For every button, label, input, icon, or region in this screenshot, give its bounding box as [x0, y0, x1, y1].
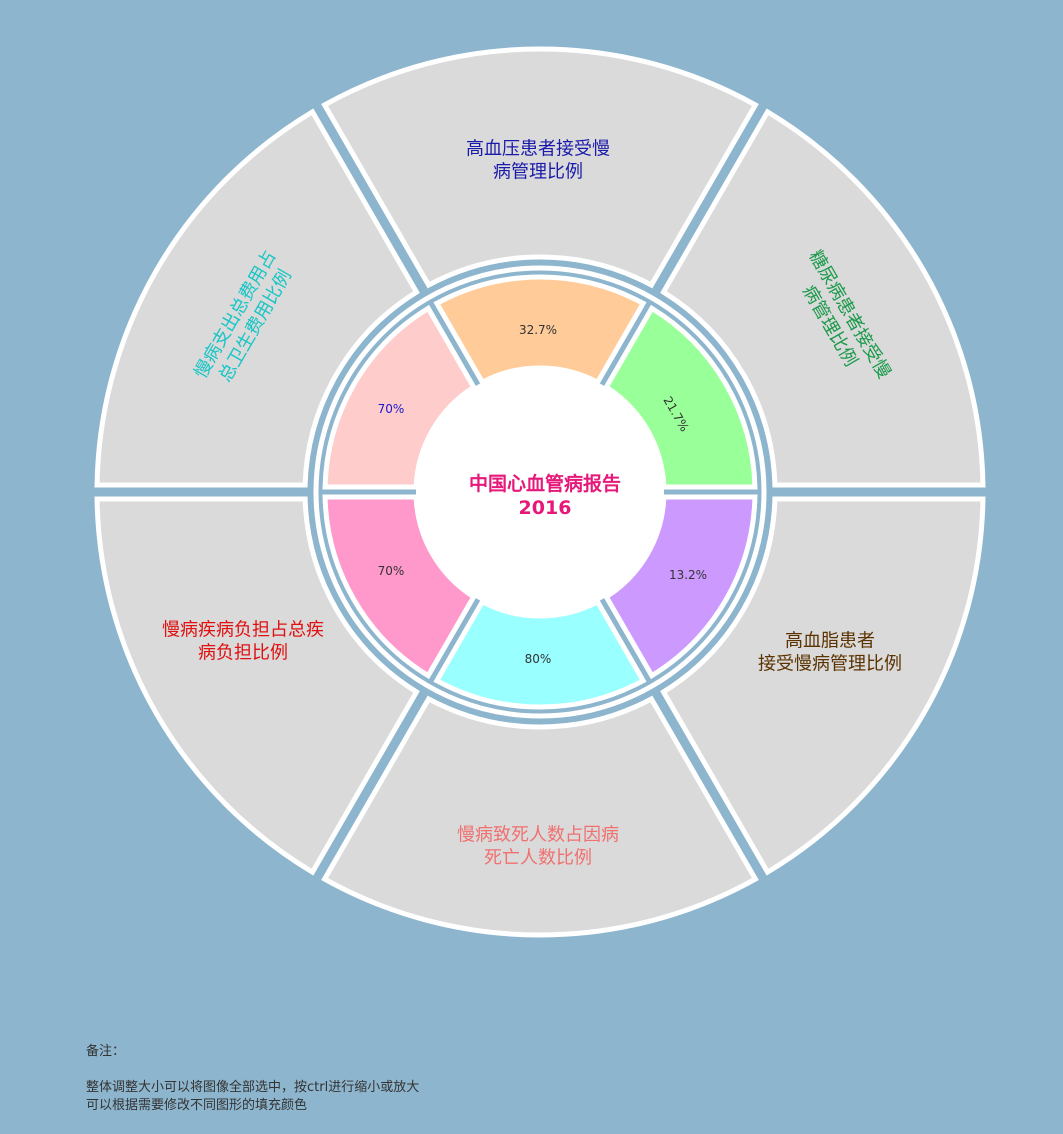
segment-label-death: 慢病致死人数占因病死亡人数比例 [457, 825, 619, 869]
segment-value-expenditure: 70% [378, 402, 405, 416]
segment-value-hypertension: 32.7% [519, 323, 557, 337]
segment-label-hyperlipidemia: 高血脂患者接受慢病管理比例 [758, 631, 902, 675]
segment-label-line: 死亡人数比例 [484, 848, 592, 869]
segment-label-line: 高血脂患者 [785, 631, 875, 652]
center-year: 2016 [519, 497, 572, 519]
segment-label-disease-burden: 慢病疾病负担占总疾病负担比例 [162, 620, 324, 664]
outer-segment-diabetes [660, 108, 986, 488]
center-title: 中国心血管病报告 [469, 472, 621, 495]
segment-label-line: 接受慢病管理比例 [758, 654, 902, 675]
segment-value-disease-burden: 70% [378, 564, 405, 578]
note-heading: 备注： [86, 1044, 126, 1059]
outer-segment-death [321, 695, 759, 938]
segment-value-hyperlipidemia: 13.2% [669, 568, 707, 582]
segment-label-hypertension: 高血压患者接受慢病管理比例 [466, 139, 610, 183]
outer-segment-disease-burden [94, 496, 420, 876]
segment-label-line: 病管理比例 [493, 162, 583, 183]
note-line-1: 整体调整大小可以将图像全部选中，按ctrl进行缩小或放大 [86, 1080, 420, 1095]
segment-label-line: 高血压患者接受慢 [466, 139, 610, 160]
segment-label-line: 慢病致死人数占因病 [457, 825, 619, 846]
segment-value-death: 80% [525, 652, 552, 666]
note-line-2: 可以根据需要修改不同图形的填充颜色 [86, 1098, 308, 1113]
outer-segment-expenditure [94, 108, 420, 488]
segment-label-line: 病负担比例 [198, 643, 288, 664]
outer-segment-hypertension [321, 46, 759, 289]
segment-label-line: 慢病疾病负担占总疾 [162, 620, 324, 641]
center-circle [416, 368, 664, 616]
outer-segment-hyperlipidemia [660, 496, 986, 876]
